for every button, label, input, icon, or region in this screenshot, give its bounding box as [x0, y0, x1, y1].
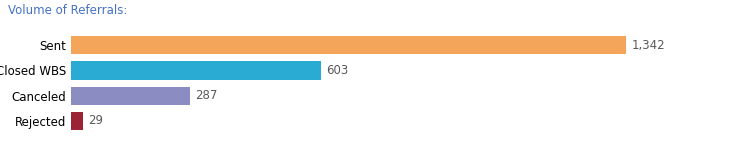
Text: Volume of Referrals:: Volume of Referrals: — [8, 4, 127, 17]
Bar — [71, 61, 321, 80]
Bar — [71, 112, 83, 130]
Text: 603: 603 — [326, 64, 348, 77]
Bar — [71, 36, 626, 54]
Text: 29: 29 — [89, 114, 103, 128]
Text: 287: 287 — [195, 89, 217, 102]
Text: 1,342: 1,342 — [632, 39, 665, 52]
Bar — [71, 87, 190, 105]
